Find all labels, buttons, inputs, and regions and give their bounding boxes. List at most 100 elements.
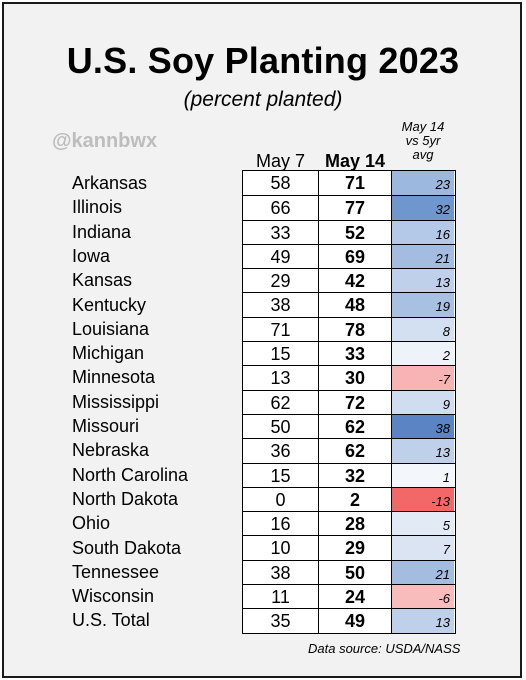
diff-cell: 5 [392,512,454,536]
table-row: 33 52 16 [243,219,455,244]
diff-cell: 7 [392,536,454,560]
state-label: Kansas [72,270,133,291]
may7-cell: 33 [243,220,319,244]
table-row: 58 71 23 [243,171,455,196]
may14-cell: 50 [319,560,392,585]
table-row: 15 33 2 [243,341,455,366]
may7-cell: 0 [243,487,319,512]
may14-cell: 28 [319,512,392,536]
diff-cell: 1 [392,463,454,487]
diff-cell: 16 [392,220,454,244]
may7-cell: 38 [243,560,319,585]
may7-cell: 36 [243,439,319,463]
state-label: Arkansas [72,173,148,193]
table-row: 11 24 -6 [243,584,455,609]
may7-cell: 11 [243,585,319,609]
state-label: Kentucky [72,294,147,315]
may14-cell: 48 [319,293,392,317]
may7-cell: 71 [243,317,319,342]
may14-cell: 62 [319,439,392,463]
state-label: North Dakota [72,488,179,509]
data-table: 58 71 23 66 77 32 33 52 16 49 69 21 29 42 13 38 48 19 71 78… [242,170,456,634]
diff-cell: 38 [392,414,454,439]
table-row: 66 77 32 [243,195,455,220]
table-row: 62 72 9 [243,389,455,414]
may7-cell: 15 [243,463,319,487]
may7-cell: 50 [243,414,319,439]
may14-cell: 33 [319,342,392,366]
state-label: Illinois [72,197,123,218]
diff-cell: 21 [392,244,454,269]
may7-cell: 38 [243,293,319,317]
table-row: 35 49 13 [243,608,455,633]
may14-cell: 49 [319,609,392,633]
may14-cell: 78 [319,317,392,342]
may7-cell: 49 [243,244,319,269]
table-row: 0 2 -13 [243,486,455,512]
diff-cell: 32 [392,196,454,220]
may14-cell: 32 [319,463,392,487]
state-label: Ohio [72,513,111,534]
table-row: 16 28 5 [243,511,455,536]
table-row: 15 32 1 [243,462,455,487]
chart-subtitle: (percent planted) [183,88,343,111]
table-row: 36 62 13 [243,438,455,463]
state-label: South Dakota [72,537,182,558]
state-label: U.S. Total [72,610,150,631]
diff-cell: 13 [392,609,454,633]
chart-title: U.S. Soy Planting 2023 [66,40,460,81]
state-label: North Carolina [72,464,189,485]
column-header-may14: May 14 [324,151,386,171]
table-row: 13 30 -7 [243,365,455,390]
diff-cell: -13 [392,487,454,512]
may7-cell: 62 [243,390,319,414]
diff-cell: 19 [392,293,454,317]
may14-cell: 52 [319,220,392,244]
may7-cell: 58 [243,171,319,196]
may14-cell: 29 [319,536,392,560]
data-source: Data source: USDA/NASS [308,641,461,656]
table-row: 71 78 8 [243,316,455,342]
may14-cell: 2 [319,487,392,512]
diff-cell: 13 [392,269,454,293]
column-header-diff-line3: avg [412,147,434,162]
state-label: Iowa [72,245,111,266]
diff-cell: -7 [392,366,454,390]
diff-cell: 13 [392,439,454,463]
may7-cell: 13 [243,366,319,390]
diff-cell: -6 [392,585,454,609]
state-label: Missouri [72,416,140,436]
state-label: Louisiana [72,318,150,339]
table-row: 38 50 21 [243,559,455,585]
author-handle: @kannbwx [52,130,158,152]
table-row: 38 48 19 [243,292,455,317]
may14-cell: 77 [319,196,392,220]
may7-cell: 16 [243,512,319,536]
may14-cell: 62 [319,414,392,439]
column-header-diff: May 14 vs 5yr avg [392,120,454,162]
may14-cell: 30 [319,366,392,390]
state-label: Nebraska [72,440,150,461]
may14-cell: 69 [319,244,392,269]
may7-cell: 35 [243,609,319,633]
diff-cell: 21 [392,560,454,585]
diff-cell: 2 [392,342,454,366]
may14-cell: 71 [319,171,392,196]
table-row: 10 29 7 [243,535,455,560]
diff-cell: 8 [392,317,454,342]
may7-cell: 66 [243,196,319,220]
state-label: Indiana [72,221,132,242]
table-row: 29 42 13 [243,268,455,293]
may14-cell: 72 [319,390,392,414]
state-label: Minnesota [72,367,156,388]
may7-cell: 10 [243,536,319,560]
may7-cell: 15 [243,342,319,366]
table-row: 49 69 21 [243,243,455,269]
table-row: 50 62 38 [243,413,455,439]
may7-cell: 29 [243,269,319,293]
column-header-diff-line1: May 14 [401,119,445,134]
state-label: Tennessee [72,561,160,582]
state-label: Mississippi [72,391,160,412]
may14-cell: 24 [319,585,392,609]
diff-cell: 23 [392,171,454,196]
